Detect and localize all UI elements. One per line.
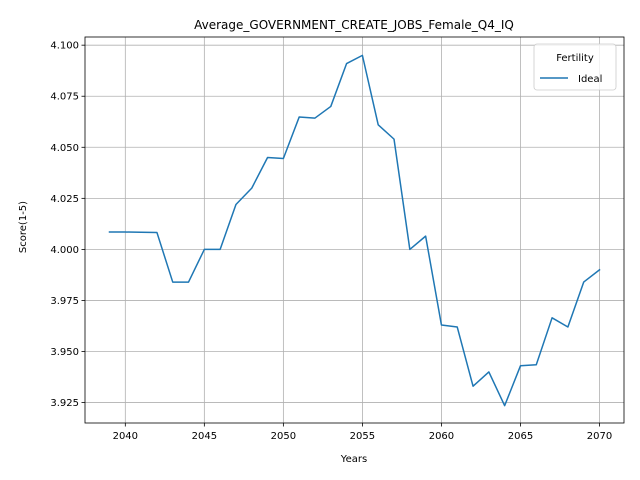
y-tick-label: 4.050 — [50, 143, 79, 154]
y-axis-label: Score(1-5) — [18, 201, 29, 253]
y-tick-label: 4.025 — [50, 194, 79, 205]
x-axis-label: Years — [340, 454, 367, 465]
legend-box — [533, 43, 617, 91]
grid — [85, 37, 624, 423]
series-line-ideal — [108, 54, 601, 407]
y-tick-label: 4.100 — [50, 41, 79, 52]
x-tick-label: 2045 — [192, 431, 217, 442]
y-tick-label: 3.950 — [50, 347, 79, 358]
x-tick-label: 2040 — [113, 431, 138, 442]
x-tick-label: 2050 — [271, 431, 296, 442]
legend-label-ideal: Ideal — [578, 74, 602, 85]
series-layer — [108, 54, 601, 407]
legend: Fertility Ideal — [533, 43, 617, 91]
y-tick-label: 4.000 — [50, 245, 79, 256]
y-tick-label: 4.075 — [50, 92, 79, 103]
y-tick-label: 3.975 — [50, 296, 79, 307]
y-tick-label: 3.925 — [50, 398, 79, 409]
axis-ticks: 2040 2045 2050 2055 2060 2065 2070 3.925 3.950 3.… — [50, 41, 612, 442]
x-tick-label: 2070 — [587, 431, 612, 442]
legend-title: Fertility — [556, 53, 594, 64]
x-tick-label: 2055 — [350, 431, 375, 442]
chart-title: Average_GOVERNMENT_CREATE_JOBS_Female_Q4… — [194, 18, 514, 32]
x-tick-label: 2065 — [508, 431, 533, 442]
x-tick-label: 2060 — [429, 431, 454, 442]
plot-frame — [84, 36, 625, 424]
